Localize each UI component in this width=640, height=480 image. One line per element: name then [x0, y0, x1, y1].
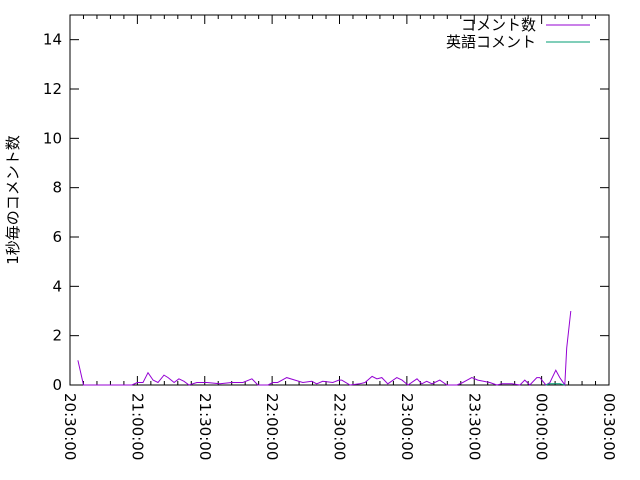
x-tick-label: 21:00:00: [128, 393, 146, 460]
y-tick-label: 6: [52, 228, 62, 246]
legend-label-comments: コメント数: [461, 16, 536, 34]
series-line-0: [77, 310, 572, 387]
series-line-1: [545, 383, 565, 386]
y-tick-label: 4: [52, 277, 62, 295]
x-tick-label: 23:30:00: [465, 393, 483, 460]
x-tick-label: 20:30:00: [61, 393, 79, 460]
x-tick-label: 22:30:00: [331, 393, 349, 460]
y-tick-label: 14: [43, 31, 62, 49]
x-tick-label: 21:30:00: [196, 393, 214, 460]
x-tick-label: 00:30:00: [600, 393, 618, 460]
x-tick-label: 23:00:00: [398, 393, 416, 460]
y-tick-label: 2: [52, 327, 62, 345]
y-tick-label: 0: [52, 376, 62, 394]
legend-label-english: 英語コメント: [446, 33, 536, 51]
y-tick-label: 10: [43, 129, 62, 147]
legend: コメント数 英語コメント: [446, 16, 590, 51]
y-tick-label: 12: [43, 80, 62, 98]
series-layer: [77, 310, 572, 387]
x-tick-label: 22:00:00: [263, 393, 281, 460]
x-tick-label: 00:00:00: [533, 393, 551, 460]
y-axis-label: 1秒毎のコメント数: [4, 135, 22, 265]
y-tick-label: 8: [52, 179, 62, 197]
plot-border: [69, 14, 610, 386]
axis-ticks: 0 2 4 6 8 10 12 14 20:30:00 21:00:00 21:30:00 22:00…: [43, 15, 618, 460]
